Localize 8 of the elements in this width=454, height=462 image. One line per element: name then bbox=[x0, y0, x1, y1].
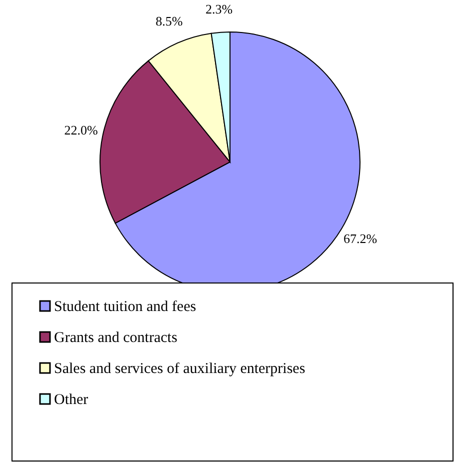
data-label: 22.0% bbox=[64, 122, 98, 138]
legend-label: Student tuition and fees bbox=[54, 299, 196, 315]
data-label: 2.3% bbox=[205, 1, 233, 16]
legend-label: Other bbox=[54, 392, 88, 408]
data-label: 67.2% bbox=[344, 231, 378, 246]
legend-label: Grants and contracts bbox=[54, 330, 178, 346]
legend-label: Sales and services of auxiliary enterprises bbox=[54, 361, 306, 377]
data-label: 8.5% bbox=[156, 14, 183, 29]
